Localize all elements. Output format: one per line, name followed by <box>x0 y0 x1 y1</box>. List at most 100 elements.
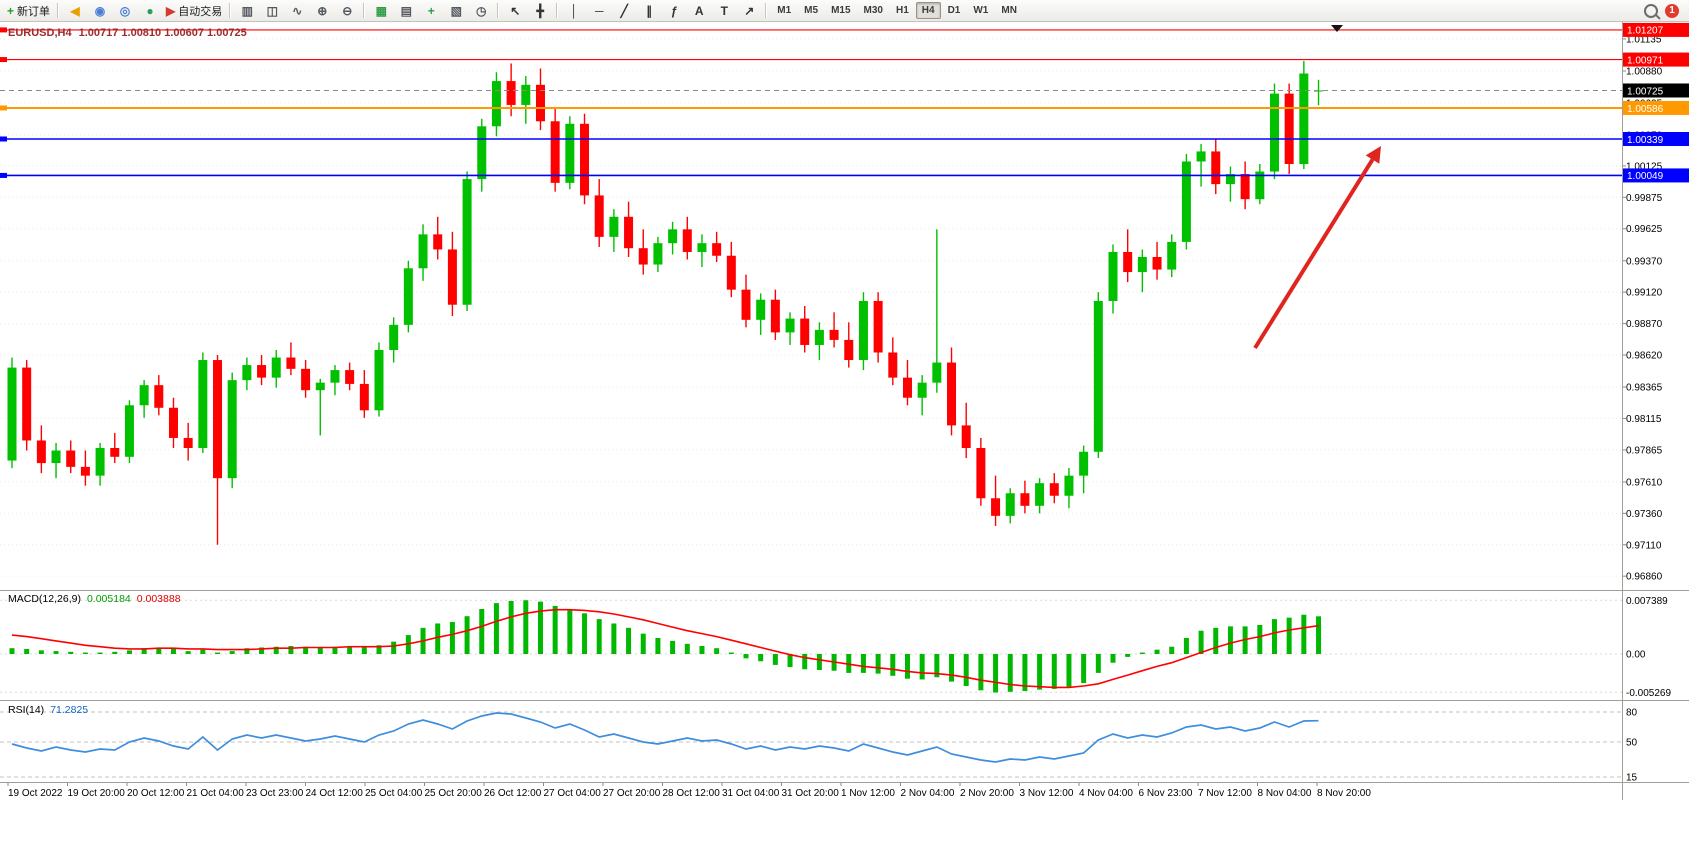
bull-candle-body <box>1079 451 1089 476</box>
timeframe-h1-button[interactable]: H1 <box>895 5 909 16</box>
level-left-marker <box>0 136 7 142</box>
indicators-icon[interactable]: ▤ <box>394 1 418 21</box>
channel-icon[interactable]: ∥ <box>637 1 661 21</box>
label-icon[interactable]: T <box>712 1 736 21</box>
announcement-icon: ◀ <box>70 3 80 18</box>
trendline-icon: ╱ <box>620 3 628 18</box>
bear-candle-body <box>550 121 560 183</box>
bull-candle-body <box>1196 151 1206 162</box>
bull-candle-body <box>609 216 619 237</box>
candlesticks <box>7 60 1324 545</box>
timeframe-m5-button[interactable]: M5 <box>804 5 819 16</box>
profiles-icon: ◎ <box>119 3 131 18</box>
trendline-icon[interactable]: ╱ <box>612 1 636 21</box>
level-left-marker <box>0 172 7 178</box>
zoom-in-icon[interactable]: ⊕ <box>310 1 334 21</box>
bull-candle-body <box>7 367 17 461</box>
new-order-button[interactable]: + 新订单 <box>4 1 53 21</box>
timeframe-m30-button[interactable]: M30 <box>863 5 883 16</box>
zoom-out-icon[interactable]: ⊖ <box>335 1 359 21</box>
bear-candle-body <box>638 248 648 265</box>
bear-candle-body <box>345 370 355 384</box>
arrows-icon[interactable]: ↗ <box>737 1 761 21</box>
candlestick-chart-icon[interactable]: ◫ <box>260 1 284 21</box>
current-price-badge-text: 1.00725 <box>1627 86 1664 97</box>
time-axis[interactable]: 19 Oct 2022 19 Oct 20:00 20 Oct 12:00 21 Oc… <box>7 782 1371 799</box>
candlestick-chart-icon: ◫ <box>266 3 278 18</box>
auto-trading-button[interactable]: ▶ 自动交易 <box>163 1 225 21</box>
time-axis-label: 21 Oct 04:00 <box>187 788 245 799</box>
bull-candle-body <box>1299 73 1309 164</box>
tile-windows-icon: ▦ <box>375 3 387 18</box>
bear-candle-body <box>80 466 90 476</box>
text-icon: A <box>694 3 704 18</box>
time-axis-label: 28 Oct 12:00 <box>663 788 721 799</box>
chart-shift-marker-icon[interactable] <box>1331 25 1343 32</box>
service-icon[interactable]: ● <box>138 1 162 21</box>
timeframe-h4-button[interactable]: H4 <box>915 2 941 19</box>
bull-candle-body <box>227 380 237 479</box>
bear-candle-body <box>183 437 193 448</box>
templates-icon[interactable]: ▧ <box>444 1 468 21</box>
crosshair-icon[interactable]: ╋ <box>528 1 552 21</box>
horizontal-line-icon: ─ <box>594 3 604 18</box>
timeframe-m15-button[interactable]: M15 <box>831 5 851 16</box>
bear-candle-body <box>594 195 604 237</box>
bull-candle-body <box>814 329 824 345</box>
price-axis-label: 1.00125 <box>1626 161 1663 172</box>
cursor-icon[interactable]: ↖ <box>503 1 527 21</box>
fibonacci-icon[interactable]: ƒ <box>662 1 686 21</box>
tile-windows-icon[interactable]: ▦ <box>369 1 393 21</box>
rsi-panel: 80 50 15 <box>0 708 1638 784</box>
price-level-badge <box>1623 168 1689 183</box>
bear-candle-body <box>36 440 46 464</box>
bear-candle-body <box>1284 93 1294 164</box>
price-level-badge <box>1623 22 1689 37</box>
bull-candle-body <box>932 362 942 383</box>
bull-candle-body <box>462 179 472 305</box>
level-left-marker <box>0 27 7 33</box>
vertical-line-icon[interactable]: │ <box>562 1 586 21</box>
macd-axis-label: -0.005269 <box>1626 688 1671 699</box>
bars-chart-icon[interactable]: ▥ <box>235 1 259 21</box>
timeframe-w1-button[interactable]: W1 <box>973 5 989 16</box>
text-icon[interactable]: A <box>687 1 711 21</box>
time-axis-label: 7 Nov 12:00 <box>1198 788 1252 799</box>
level-left-marker <box>0 105 7 111</box>
bull-candle-body <box>418 234 428 269</box>
notification-badge[interactable]: 1 <box>1665 3 1679 18</box>
timeframe-d1-button[interactable]: D1 <box>947 5 961 16</box>
bull-candle-body <box>271 357 281 378</box>
time-axis-label: 31 Oct 04:00 <box>722 788 780 799</box>
price-axis-label: 0.98115 <box>1626 414 1662 425</box>
bear-candle-body <box>506 81 516 105</box>
bull-candle-body <box>1314 90 1324 92</box>
timeframe-m1-button[interactable]: M1 <box>777 5 792 16</box>
line-chart-icon[interactable]: ∿ <box>285 1 309 21</box>
period-icon[interactable]: ◷ <box>469 1 493 21</box>
bull-candle-body <box>521 84 531 105</box>
community-icon[interactable]: ◉ <box>88 1 112 21</box>
horizontal-line-icon[interactable]: ─ <box>587 1 611 21</box>
time-axis-label: 20 Oct 12:00 <box>127 788 185 799</box>
profiles-icon[interactable]: ◎ <box>113 1 137 21</box>
bull-candle-body <box>668 229 678 244</box>
bull-candle-body <box>242 365 252 381</box>
toolbar: + 新订单 ◀ ◉ ◎ ● ▶ 自动交易 ▥ ◫ ∿ ⊕ ⊖ ▦ ▤ + ▧ ◷ ↖ ╋ │ ─ ╱ ∥ ƒ A T ↗ M1 M5 M15… <box>0 0 1689 22</box>
bull-candle-body <box>1269 93 1279 172</box>
announcement-icon[interactable]: ◀ <box>63 1 87 21</box>
bull-candle-body <box>1035 483 1045 506</box>
bull-candle-body <box>95 448 105 476</box>
bear-candle-body <box>991 498 1001 516</box>
bear-candle-body <box>257 365 267 378</box>
timeframe-mn-button[interactable]: MN <box>1001 5 1017 16</box>
add-indicator-icon[interactable]: + <box>419 1 443 21</box>
bull-candle-body <box>1167 241 1177 270</box>
time-axis-label: 8 Nov 04:00 <box>1258 788 1312 799</box>
rsi-level-label: 15 <box>1626 773 1638 784</box>
search-icon[interactable] <box>1644 3 1658 18</box>
bull-candle-body <box>1093 300 1103 452</box>
trend-arrow-annotation[interactable] <box>1253 146 1381 350</box>
horizontal-level-lines[interactable] <box>0 27 1622 178</box>
